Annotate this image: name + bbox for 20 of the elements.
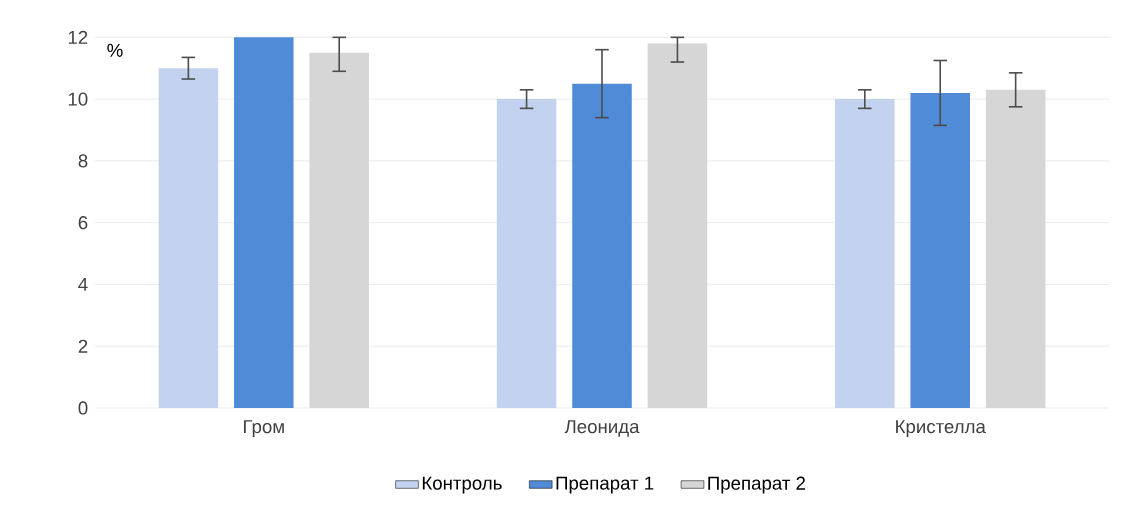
y-tick-label: 0 <box>78 401 88 415</box>
x-tick-label: Леонида <box>564 420 640 437</box>
y-tick-label: 10 <box>68 92 88 106</box>
y-tick-label: 4 <box>78 278 88 292</box>
bar <box>835 99 895 409</box>
bar <box>910 93 970 409</box>
y-axis-title: % <box>107 43 123 58</box>
x-tick-label: Гром <box>243 420 284 438</box>
bar <box>572 83 632 409</box>
y-tick-label: 6 <box>78 216 88 230</box>
bar <box>496 99 557 409</box>
y-tick-label: 2 <box>78 339 88 353</box>
x-tick-label: Кристелла <box>896 420 986 438</box>
bar <box>158 68 219 409</box>
legend-label: Препарат 2 <box>708 476 806 494</box>
y-tick-label: 8 <box>78 154 88 168</box>
y-tick-label: 12 <box>68 30 88 45</box>
legend-label: Контроль <box>422 476 502 494</box>
legend-label: Препарат 1 <box>556 476 654 494</box>
bar <box>234 37 294 409</box>
